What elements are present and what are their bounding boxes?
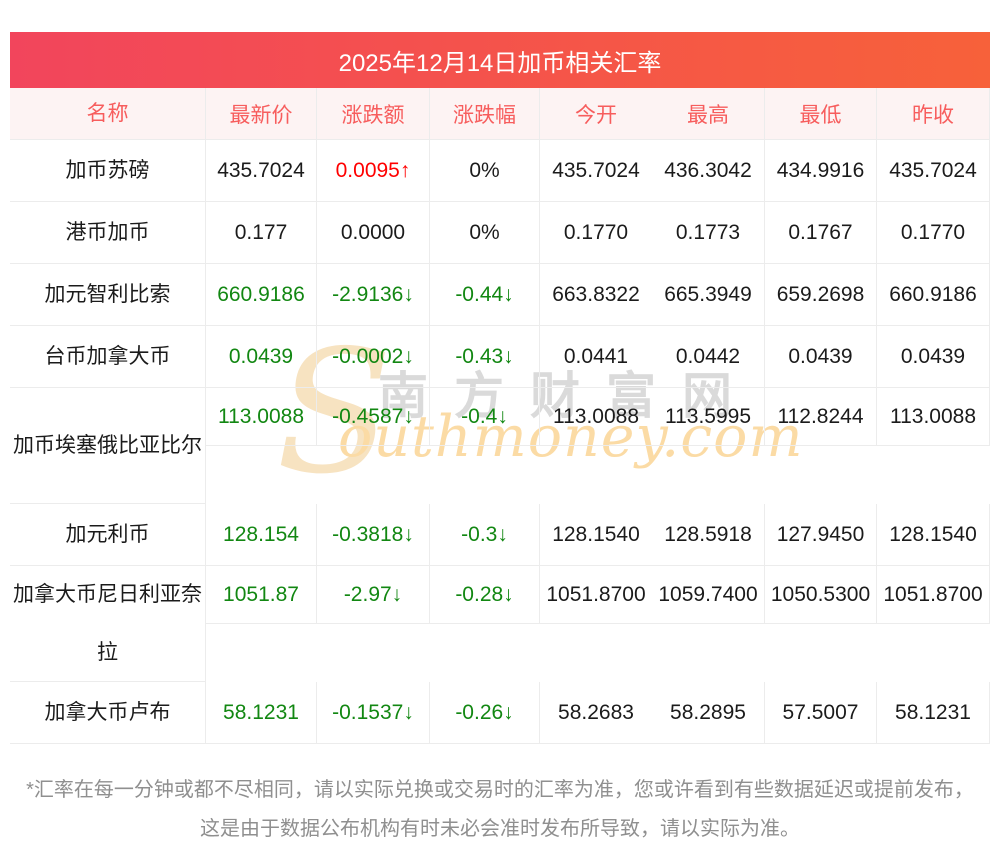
high-price-cell: 128.5918 xyxy=(652,504,765,566)
column-header-low: 最低 xyxy=(765,88,877,140)
latest-price-cell: 0.177 xyxy=(206,202,317,264)
exchange-rate-table: S 南方财富网 outhmoney.com 名称 最新价 涨跌额 涨跌幅 今开 … xyxy=(10,88,990,744)
prev-close-price-cell: 0.1770 xyxy=(877,202,990,264)
column-header-latest-price: 最新价 xyxy=(206,88,317,140)
table-row: 台币加拿大币 0.0439 -0.0002↓ -0.43↓ 0.0441 0.0… xyxy=(10,326,990,388)
high-price-cell: 1059.7400 xyxy=(652,566,765,624)
change-amount-cell: -0.4587↓ xyxy=(317,388,430,446)
page-title: 2025年12月14日加币相关汇率 xyxy=(10,32,990,88)
change-amount-cell: -0.1537↓ xyxy=(317,682,430,744)
high-price-cell: 58.2895 xyxy=(652,682,765,744)
table-row: 加拿大币尼日利亚奈拉 1051.87 -2.97↓ -0.28↓ 1051.87… xyxy=(10,566,990,682)
table-row: 港币加币 0.177 0.0000 0% 0.1770 0.1773 0.176… xyxy=(10,202,990,264)
change-amount-cell: 0.0000 xyxy=(317,202,430,264)
currency-pair-name: 加元智利比索 xyxy=(10,264,206,326)
table-header-row: 名称 最新价 涨跌额 涨跌幅 今开 最高 最低 昨收 xyxy=(10,88,990,140)
latest-price-cell: 435.7024 xyxy=(206,140,317,202)
column-header-open: 今开 xyxy=(540,88,652,140)
table-row: 加元利币 128.154 -0.3818↓ -0.3↓ 128.1540 128… xyxy=(10,504,990,566)
change-percent-cell: -0.26↓ xyxy=(430,682,540,744)
low-price-cell: 127.9450 xyxy=(765,504,877,566)
open-price-cell: 113.0088 xyxy=(540,388,652,446)
change-amount-cell: -0.3818↓ xyxy=(317,504,430,566)
low-price-cell: 659.2698 xyxy=(765,264,877,326)
change-percent-cell: 0% xyxy=(430,202,540,264)
low-price-cell: 0.0439 xyxy=(765,326,877,388)
column-header-name: 名称 xyxy=(10,88,206,140)
column-header-change-percent: 涨跌幅 xyxy=(430,88,540,140)
column-header-high: 最高 xyxy=(652,88,765,140)
currency-pair-name: 加拿大币卢布 xyxy=(10,682,206,744)
change-percent-cell: -0.43↓ xyxy=(430,326,540,388)
open-price-cell: 128.1540 xyxy=(540,504,652,566)
prev-close-price-cell: 58.1231 xyxy=(877,682,990,744)
change-amount-cell: -2.9136↓ xyxy=(317,264,430,326)
latest-price-cell: 113.0088 xyxy=(206,388,317,446)
table-row: 加币苏磅 435.7024 0.0095↑ 0% 435.7024 436.30… xyxy=(10,140,990,202)
table-row: 加币埃塞俄比亚比尔 113.0088 -0.4587↓ -0.4↓ 113.00… xyxy=(10,388,990,504)
disclaimer-footnote: *汇率在每一分钟或都不尽相同，请以实际兑换或交易时的汇率为准，您或许看到有些数据… xyxy=(26,779,974,840)
change-amount-cell: 0.0095↑ xyxy=(317,140,430,202)
table-row: 加元智利比索 660.9186 -2.9136↓ -0.44↓ 663.8322… xyxy=(10,264,990,326)
open-price-cell: 663.8322 xyxy=(540,264,652,326)
open-price-cell: 0.1770 xyxy=(540,202,652,264)
high-price-cell: 113.5995 xyxy=(652,388,765,446)
change-percent-cell: 0% xyxy=(430,140,540,202)
low-price-cell: 112.8244 xyxy=(765,388,877,446)
change-percent-cell: -0.3↓ xyxy=(430,504,540,566)
open-price-cell: 435.7024 xyxy=(540,140,652,202)
high-price-cell: 0.1773 xyxy=(652,202,765,264)
column-header-change-amount: 涨跌额 xyxy=(317,88,430,140)
currency-pair-name: 加币苏磅 xyxy=(10,140,206,202)
latest-price-cell: 660.9186 xyxy=(206,264,317,326)
currency-pair-name: 港币加币 xyxy=(10,202,206,264)
column-header-prev-close: 昨收 xyxy=(877,88,990,140)
change-amount-cell: -2.97↓ xyxy=(317,566,430,624)
latest-price-cell: 1051.87 xyxy=(206,566,317,624)
low-price-cell: 1050.5300 xyxy=(765,566,877,624)
low-price-cell: 434.9916 xyxy=(765,140,877,202)
latest-price-cell: 58.1231 xyxy=(206,682,317,744)
change-percent-cell: -0.4↓ xyxy=(430,388,540,446)
currency-pair-name: 加币埃塞俄比亚比尔 xyxy=(10,388,206,504)
table-body: 加币苏磅 435.7024 0.0095↑ 0% 435.7024 436.30… xyxy=(10,140,990,744)
currency-pair-name: 加元利币 xyxy=(10,504,206,566)
high-price-cell: 436.3042 xyxy=(652,140,765,202)
low-price-cell: 0.1767 xyxy=(765,202,877,264)
change-amount-cell: -0.0002↓ xyxy=(317,326,430,388)
prev-close-price-cell: 0.0439 xyxy=(877,326,990,388)
low-price-cell: 57.5007 xyxy=(765,682,877,744)
high-price-cell: 665.3949 xyxy=(652,264,765,326)
currency-pair-name: 台币加拿大币 xyxy=(10,326,206,388)
open-price-cell: 0.0441 xyxy=(540,326,652,388)
currency-pair-name: 加拿大币尼日利亚奈拉 xyxy=(10,566,206,682)
open-price-cell: 58.2683 xyxy=(540,682,652,744)
high-price-cell: 0.0442 xyxy=(652,326,765,388)
prev-close-price-cell: 128.1540 xyxy=(877,504,990,566)
prev-close-price-cell: 435.7024 xyxy=(877,140,990,202)
latest-price-cell: 0.0439 xyxy=(206,326,317,388)
open-price-cell: 1051.8700 xyxy=(540,566,652,624)
prev-close-price-cell: 113.0088 xyxy=(877,388,990,446)
prev-close-price-cell: 1051.8700 xyxy=(877,566,990,624)
change-percent-cell: -0.44↓ xyxy=(430,264,540,326)
change-percent-cell: -0.28↓ xyxy=(430,566,540,624)
table-row: 加拿大币卢布 58.1231 -0.1537↓ -0.26↓ 58.2683 5… xyxy=(10,682,990,744)
prev-close-price-cell: 660.9186 xyxy=(877,264,990,326)
latest-price-cell: 128.154 xyxy=(206,504,317,566)
